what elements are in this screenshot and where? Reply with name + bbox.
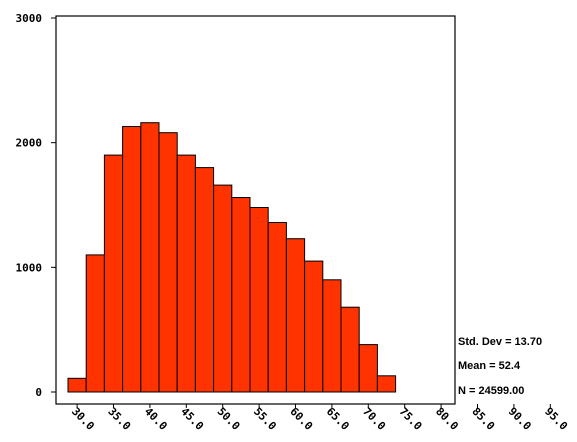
- histogram-bar: [231, 197, 251, 393]
- histogram-bar: [158, 132, 178, 393]
- histogram-bar: [67, 377, 87, 393]
- x-tick-label: 35.0: [105, 405, 133, 433]
- x-tick-label: 50.0: [215, 405, 243, 433]
- histogram-bar: [340, 306, 360, 393]
- stat-std-dev: Std. Dev = 13.70: [458, 336, 542, 348]
- x-tick-label: 45.0: [178, 405, 206, 433]
- x-tick-label: 85.0: [469, 405, 497, 433]
- histogram-bar: [85, 254, 105, 393]
- histogram-bar: [176, 154, 196, 393]
- histogram-bar: [249, 207, 269, 393]
- y-tick-label: 2000: [16, 137, 43, 150]
- histogram-bar: [267, 222, 287, 393]
- x-axis: 30.0 35.0 40.0 45.0 50.0 55.0 60.0 65.0 70.0 75.0…: [69, 404, 570, 433]
- x-tick-label: 70.0: [360, 405, 388, 433]
- y-tick-label: 1000: [16, 261, 43, 274]
- histogram-bar: [304, 260, 324, 393]
- x-tick-label: 30.0: [69, 405, 97, 433]
- stat-mean: Mean = 52.4: [458, 360, 521, 372]
- stats-legend: Std. Dev = 13.70 Mean = 52.4 N = 24599.0…: [458, 336, 542, 397]
- y-tick-label: 3000: [16, 12, 43, 25]
- histogram-bar: [140, 122, 160, 393]
- x-tick-label: 65.0: [324, 405, 352, 433]
- bars-group: [67, 122, 397, 393]
- y-tick-label: 0: [35, 386, 42, 399]
- plot-frame: [55, 15, 456, 405]
- histogram-bar: [122, 126, 142, 393]
- stat-n: N = 24599.00: [458, 385, 524, 397]
- histogram-bar: [358, 344, 378, 393]
- x-tick-label: 55.0: [251, 405, 279, 433]
- histogram-bar: [213, 184, 233, 393]
- x-tick-label: 95.0: [542, 405, 570, 433]
- x-tick-label: 60.0: [287, 405, 315, 433]
- x-tick-label: 75.0: [397, 405, 425, 433]
- histogram-bar: [103, 154, 124, 393]
- y-axis: 0 1000 2000 3000: [16, 12, 56, 399]
- histogram-bar: [322, 279, 342, 393]
- x-tick-label: 90.0: [506, 405, 534, 433]
- histogram-bar: [376, 375, 397, 393]
- x-tick-label: 80.0: [433, 405, 461, 433]
- histogram-bar: [285, 238, 306, 393]
- histogram-bar: [194, 167, 215, 393]
- x-tick-label: 40.0: [142, 405, 170, 433]
